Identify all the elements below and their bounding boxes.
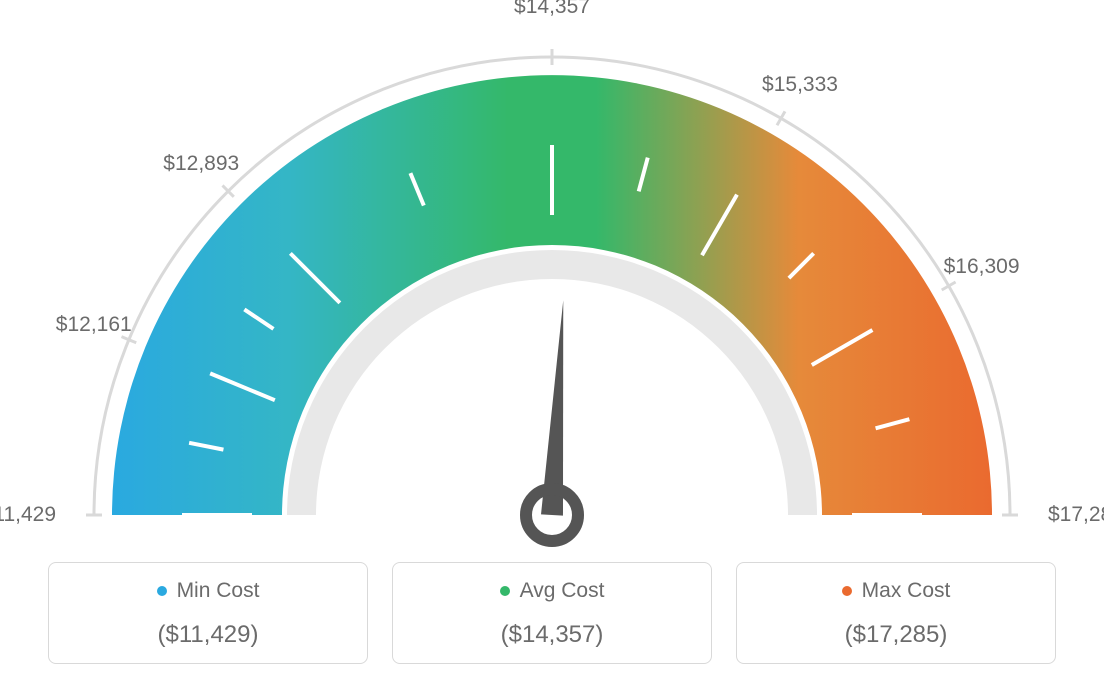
gauge-area: $11,429 $12,161 $12,893 $14,357 $15,333 $16,3…: [0, 0, 1104, 560]
dot-icon: [157, 586, 167, 596]
dot-icon: [500, 586, 510, 596]
legend-card-avg: Avg Cost ($14,357): [392, 562, 712, 664]
cost-gauge-widget: $11,429 $12,161 $12,893 $14,357 $15,333 $16,3…: [0, 0, 1104, 690]
legend-label: Max Cost: [862, 579, 951, 603]
gauge-svg: [52, 30, 1052, 560]
gauge-tick-label: $17,285: [1048, 503, 1104, 527]
legend-card-min: Min Cost ($11,429): [48, 562, 368, 664]
legend-title-min: Min Cost: [157, 579, 260, 603]
legend-title-avg: Avg Cost: [500, 579, 605, 603]
legend-row: Min Cost ($11,429) Avg Cost ($14,357) Ma…: [48, 562, 1056, 664]
gauge-tick-label: $14,357: [514, 0, 590, 19]
gauge-tick-label: $12,161: [56, 313, 132, 337]
gauge-tick-label: $16,309: [944, 255, 1020, 279]
gauge-tick-label: $11,429: [0, 503, 56, 527]
legend-value-avg: ($14,357): [403, 621, 701, 649]
gauge-tick-label: $15,333: [762, 73, 838, 97]
legend-label: Min Cost: [177, 579, 260, 603]
dot-icon: [842, 586, 852, 596]
legend-value-max: ($17,285): [747, 621, 1045, 649]
legend-value-min: ($11,429): [59, 621, 357, 649]
gauge-tick-label: $12,893: [163, 152, 239, 176]
legend-label: Avg Cost: [520, 579, 605, 603]
legend-card-max: Max Cost ($17,285): [736, 562, 1056, 664]
legend-title-max: Max Cost: [842, 579, 951, 603]
